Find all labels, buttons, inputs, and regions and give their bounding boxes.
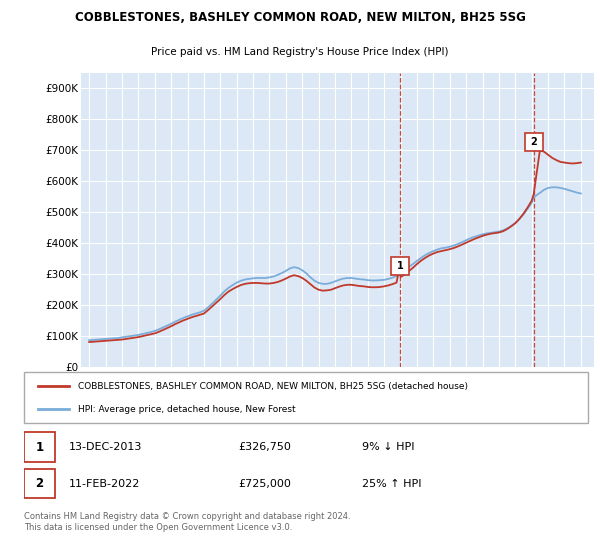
Text: 1: 1 [35,441,44,454]
Text: 11-FEB-2022: 11-FEB-2022 [69,479,140,489]
Text: £326,750: £326,750 [238,442,291,452]
Text: 25% ↑ HPI: 25% ↑ HPI [362,479,422,489]
Text: COBBLESTONES, BASHLEY COMMON ROAD, NEW MILTON, BH25 5SG (detached house): COBBLESTONES, BASHLEY COMMON ROAD, NEW M… [77,381,467,390]
FancyBboxPatch shape [24,372,588,423]
Text: 9% ↓ HPI: 9% ↓ HPI [362,442,415,452]
Text: Contains HM Land Registry data © Crown copyright and database right 2024.
This d: Contains HM Land Registry data © Crown c… [24,512,350,531]
Text: Price paid vs. HM Land Registry's House Price Index (HPI): Price paid vs. HM Land Registry's House … [151,48,449,57]
Text: 2: 2 [35,477,44,490]
Text: 2: 2 [530,137,537,147]
Text: 13-DEC-2013: 13-DEC-2013 [69,442,142,452]
Text: £725,000: £725,000 [238,479,291,489]
Text: HPI: Average price, detached house, New Forest: HPI: Average price, detached house, New … [77,405,295,414]
FancyBboxPatch shape [24,469,55,498]
FancyBboxPatch shape [24,432,55,461]
Text: 1: 1 [397,260,403,270]
Text: COBBLESTONES, BASHLEY COMMON ROAD, NEW MILTON, BH25 5SG: COBBLESTONES, BASHLEY COMMON ROAD, NEW M… [74,11,526,24]
